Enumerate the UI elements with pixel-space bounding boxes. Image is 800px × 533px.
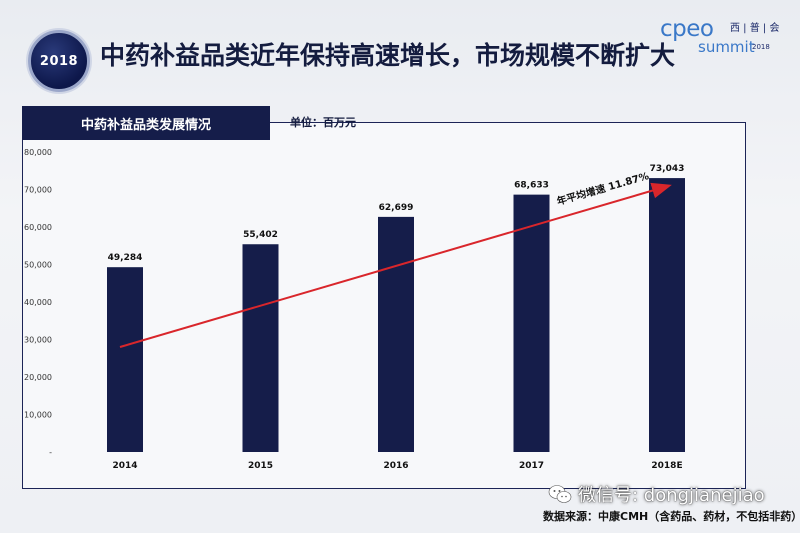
y-tick-label: 20,000 xyxy=(24,373,52,382)
wechat-id: 微信号: dongjianejiao xyxy=(578,485,765,506)
y-tick-label: 80,000 xyxy=(24,148,52,157)
x-tick-label: 2014 xyxy=(112,461,137,471)
logo-brand: cpeo xyxy=(660,16,714,42)
trend-arrow xyxy=(119,182,672,348)
cpeo-summit-logo: cpeo 西 | 普 | 会 summit 2018 xyxy=(660,16,780,56)
trend-label: 年平均增速 11.87% xyxy=(555,169,650,208)
y-tick-label: - xyxy=(49,448,52,457)
bar-value-label: 55,402 xyxy=(243,230,278,240)
source-note: 数据来源：中康CMH（含药品、药材，不包括非药） xyxy=(543,510,800,523)
bar xyxy=(242,244,279,452)
slide-headline: 中药补益品类近年保持高速增长，市场规模不断扩大 xyxy=(100,41,676,70)
bar xyxy=(649,178,685,452)
bar xyxy=(107,267,143,452)
logo-chinese: 西 | 普 | 会 xyxy=(730,23,780,34)
bar xyxy=(513,194,550,452)
y-tick-label: 50,000 xyxy=(24,261,52,270)
y-tick-label: 70,000 xyxy=(24,186,52,195)
x-tick-label: 2017 xyxy=(519,461,544,471)
y-tick-label: 60,000 xyxy=(24,223,52,232)
bar-value-label: 49,284 xyxy=(108,253,143,263)
y-tick-label: 40,000 xyxy=(24,298,52,307)
y-tick-label: 10,000 xyxy=(24,411,52,420)
wechat-icon xyxy=(548,485,572,503)
x-tick-label: 2018E xyxy=(651,461,682,471)
wechat-watermark: 微信号: dongjianejiao xyxy=(548,481,765,507)
year-badge-text: 2018 xyxy=(39,53,79,69)
logo-year: 2018 xyxy=(752,43,770,51)
y-tick-label: 30,000 xyxy=(24,336,52,345)
unit-label: 单位：百万元 xyxy=(290,116,356,129)
logo-sub: summit xyxy=(698,38,755,56)
bar xyxy=(378,216,414,452)
x-tick-label: 2016 xyxy=(383,461,408,471)
bar-value-label: 62,699 xyxy=(379,203,414,213)
bar-value-label: 68,633 xyxy=(514,181,549,191)
bar-value-label: 73,043 xyxy=(650,164,685,174)
year-badge: 2018 xyxy=(28,30,90,92)
chart-title: 中药补益品类发展情况 xyxy=(22,106,270,140)
x-tick-label: 2015 xyxy=(248,461,273,471)
